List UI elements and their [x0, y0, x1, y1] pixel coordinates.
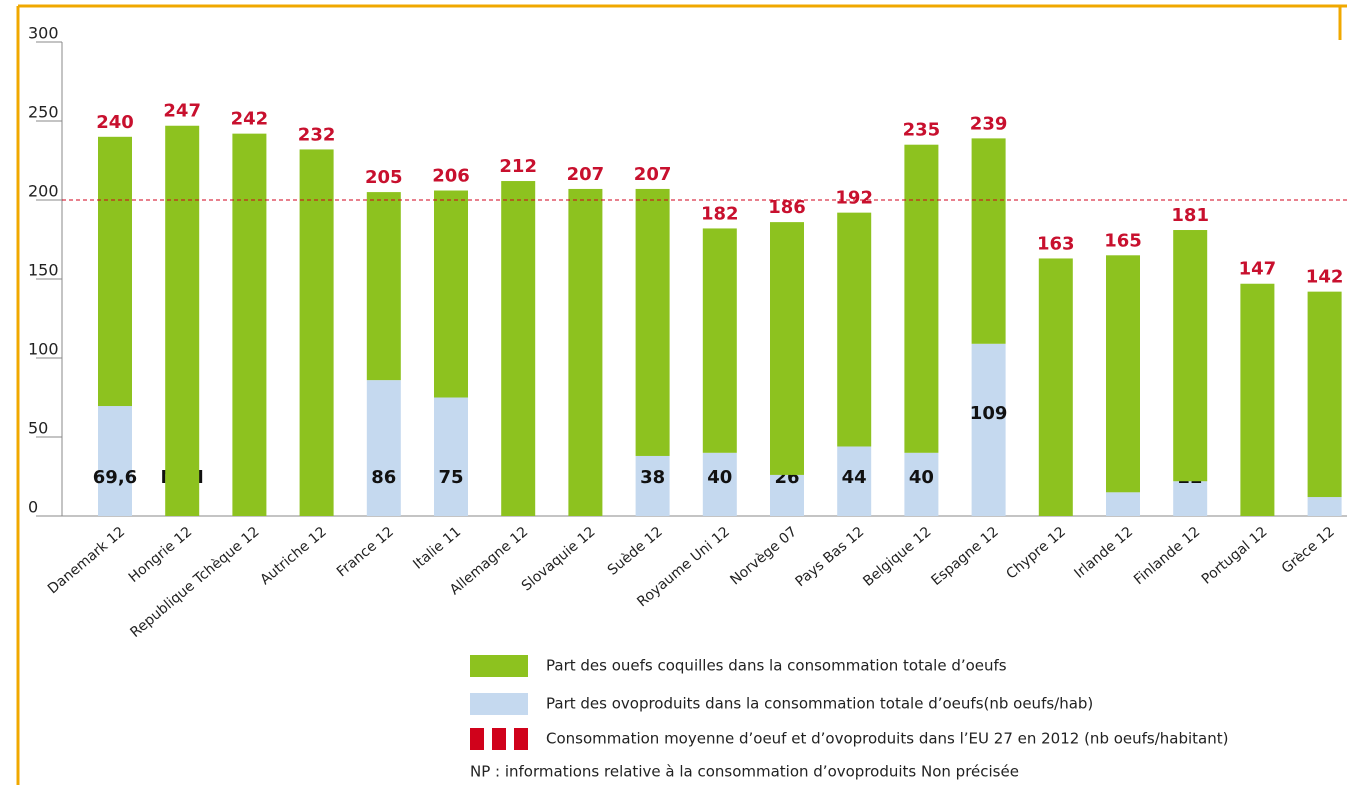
value-label: 69,6 [93, 467, 137, 488]
total-label: 235 [903, 120, 941, 141]
bar-segment [635, 455, 670, 516]
bar-segment [971, 138, 1006, 344]
bar-segment [165, 125, 200, 517]
x-tick-label: Portugal 12 [1199, 524, 1271, 588]
x-tick-label: Espagne 12 [928, 524, 1001, 589]
bar-segment [366, 380, 401, 516]
y-tick-label: 0 [28, 498, 38, 517]
x-tick-label: Chypre 12 [1003, 524, 1069, 583]
bar-segment [837, 446, 872, 516]
bar-segment [568, 188, 603, 516]
bar-segment [1173, 230, 1208, 482]
x-tick-label: Norvège 07 [727, 524, 800, 589]
bar-segment [98, 406, 132, 516]
total-label: 239 [970, 113, 1008, 134]
bar-segment [635, 188, 670, 456]
bar-segment [1173, 481, 1208, 516]
y-tick-label: 150 [28, 261, 59, 280]
legend-swatch [470, 655, 528, 677]
total-label: 147 [1239, 259, 1277, 280]
x-tick-label: Pays Bas 12 [793, 524, 868, 590]
bar-segment [904, 452, 939, 516]
bar-segment [1106, 255, 1140, 493]
total-label: 242 [231, 109, 269, 130]
x-tick-label: France 12 [334, 524, 397, 580]
total-label: 240 [96, 112, 134, 133]
x-tick-label: Republique Tchèque 12 [127, 524, 262, 641]
bar-segment [1240, 283, 1275, 516]
bar-segment [702, 452, 737, 516]
value-label: 86 [371, 467, 396, 488]
y-tick-label: 50 [28, 419, 48, 438]
total-label: 207 [634, 164, 672, 185]
value-label: 40 [909, 467, 934, 488]
total-label: 165 [1104, 230, 1142, 251]
total-label: 182 [701, 203, 739, 224]
y-tick-label: 250 [28, 103, 59, 122]
x-tick-label: Suède 12 [605, 524, 666, 579]
total-label: 232 [298, 124, 336, 145]
total-label: 163 [1037, 233, 1075, 254]
value-label: 75 [438, 467, 463, 488]
x-tick-label: Autriche 12 [257, 524, 329, 588]
y-tick-label: 100 [28, 340, 59, 359]
x-tick-label: Finlande 12 [1131, 524, 1203, 588]
total-label: 186 [768, 197, 806, 218]
bar-segment [98, 136, 132, 407]
legend-swatch [470, 728, 484, 750]
legend-label: Part des ovoproduits dans la consommatio… [546, 695, 1093, 713]
bar-segment [702, 228, 737, 453]
x-tick-label: Irlande 12 [1071, 524, 1136, 582]
x-tick-label: Slovaquie 12 [519, 524, 599, 595]
total-label: 192 [835, 188, 873, 209]
legend-swatch [470, 693, 528, 715]
legend-label: Consommation moyenne d’oeuf et d’ovoprod… [546, 730, 1229, 748]
legend-swatch [492, 728, 506, 750]
bar-segment [299, 149, 334, 516]
total-label: 205 [365, 167, 403, 188]
legend-swatch [514, 728, 528, 750]
x-tick-label: Grèce 12 [1279, 524, 1338, 577]
bar-segment [1307, 497, 1342, 516]
bar-segment [770, 474, 804, 516]
value-label: 40 [707, 467, 732, 488]
bar-segment [770, 222, 804, 475]
total-label: 142 [1306, 267, 1344, 288]
total-label: 207 [567, 164, 605, 185]
x-tick-label: Hongrie 12 [126, 524, 196, 586]
total-label: 181 [1171, 205, 1209, 226]
legend-label: Part des ouefs coquilles dans la consomm… [546, 657, 1007, 675]
total-label: 212 [499, 156, 537, 177]
x-tick-label: Italie 11 [410, 524, 464, 573]
bar-segment [1307, 291, 1342, 498]
bar-segment [971, 343, 1006, 516]
bar-segment [1106, 492, 1140, 516]
value-label: 44 [842, 467, 867, 488]
bar-segment [434, 397, 468, 516]
total-label: 247 [163, 101, 201, 122]
bar-segment [232, 133, 267, 516]
x-tick-label: Danemark 12 [45, 524, 128, 597]
bar-segment [837, 212, 872, 447]
bar-segment [366, 192, 401, 381]
y-tick-label: 300 [28, 24, 59, 43]
bar-segment [1038, 258, 1073, 516]
bar-segment [904, 144, 939, 453]
bar-segment [501, 181, 536, 517]
bar-segment [434, 190, 468, 398]
note: NP : informations relative à la consomma… [470, 763, 1019, 781]
y-tick-label: 200 [28, 182, 59, 201]
value-label: 38 [640, 467, 665, 488]
x-tick-label: Belgique 12 [860, 524, 934, 590]
value-label: 109 [970, 403, 1008, 424]
total-label: 206 [432, 166, 470, 187]
